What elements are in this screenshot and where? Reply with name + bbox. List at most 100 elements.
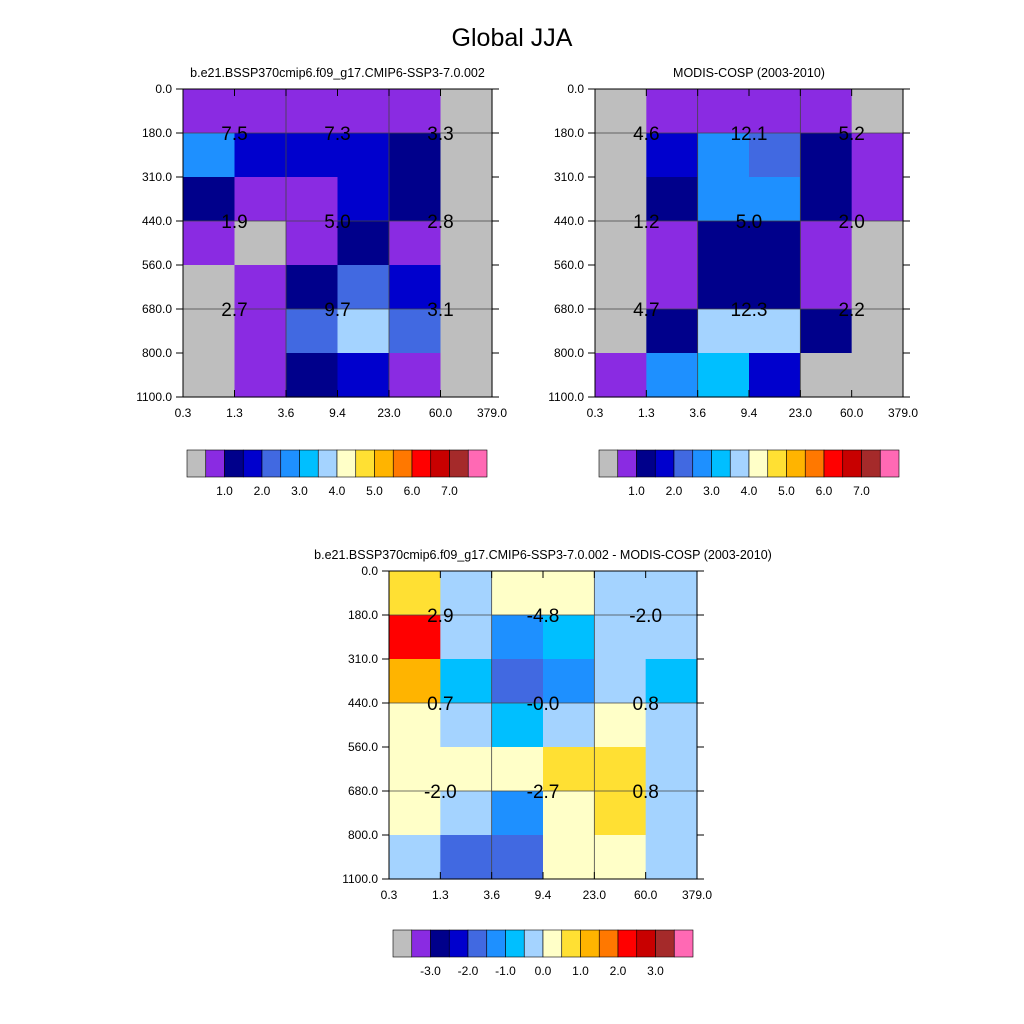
heatmap-cell (851, 353, 904, 398)
heatmap-cell (594, 659, 647, 704)
colorbar-swatch (861, 449, 881, 478)
colorbar-label: 6.0 (404, 484, 421, 498)
heatmap-cell (595, 353, 647, 398)
colorbar-swatch (280, 449, 300, 478)
x-tick-label: 1.3 (432, 888, 449, 902)
cell-value-label: 0.8 (632, 782, 658, 803)
colorbar-swatch (767, 449, 787, 478)
heatmap-cell (749, 133, 801, 178)
y-tick-label: 0.0 (155, 82, 172, 96)
heatmap-cell (286, 353, 339, 398)
colorbar-label: 6.0 (816, 484, 833, 498)
heatmap-cell (646, 133, 699, 178)
colorbar-swatch (411, 449, 432, 478)
cell-value-label: 12.3 (731, 300, 768, 321)
x-tick-label: 0.3 (587, 406, 604, 420)
heatmap-cell (594, 791, 647, 836)
x-tick-label: 3.6 (483, 888, 500, 902)
heatmap-cell (595, 221, 647, 266)
heatmap-cell (543, 659, 595, 704)
colorbar-label: 7.0 (441, 484, 458, 498)
cell-value-label: 7.3 (324, 124, 350, 145)
heatmap-cell (491, 659, 544, 704)
heatmap-cell (543, 615, 595, 660)
colorbar-swatch (655, 929, 675, 958)
heatmap-cell (491, 791, 544, 836)
heatmap-cell (697, 309, 750, 354)
cell-value-label: 9.7 (324, 300, 350, 321)
heatmap-cell (800, 353, 853, 398)
heatmap-cell (595, 265, 647, 310)
cell-value-label: 5.0 (736, 212, 762, 233)
heatmap-cell (491, 747, 544, 792)
heatmap-cell (440, 309, 493, 354)
x-tick-label: 23.0 (789, 406, 813, 420)
heatmap-cell (595, 309, 647, 354)
heatmap-cell (594, 571, 647, 616)
colorbar-swatch (449, 449, 469, 478)
cell-value-label: 0.8 (632, 694, 658, 715)
colorbar-swatch (467, 449, 488, 478)
colorbar: 1.0 2.0 3.0 4.0 5.0 6.0 7.0 (186, 449, 488, 498)
heatmap-cell (800, 89, 853, 134)
heatmap-cell (440, 133, 493, 178)
colorbar-swatch (486, 929, 506, 958)
heatmap-cell (389, 791, 441, 836)
heatmap-cell (851, 133, 904, 178)
heatmap-cell (337, 133, 390, 178)
cell-value-label: 7.5 (221, 124, 247, 145)
heatmap-cell (183, 353, 236, 398)
heatmap-cell (645, 747, 698, 792)
y-tick-label: 440.0 (348, 696, 378, 710)
heatmap-cell (337, 265, 390, 310)
x-tick-label: 60.0 (429, 406, 453, 420)
y-tick-label: 1100.0 (342, 872, 378, 886)
colorbar-label: 2.0 (666, 484, 683, 498)
heatmap-cell (594, 615, 647, 660)
y-tick-label: 0.0 (567, 82, 584, 96)
heatmap-cell (234, 309, 287, 354)
heatmap-cell (491, 615, 544, 660)
heatmap-cell (851, 221, 904, 266)
y-tick-label: 0.0 (361, 564, 378, 578)
cell-value-label: -0.0 (527, 694, 560, 715)
heatmap-cell (440, 221, 493, 266)
y-tick-label: 680.0 (348, 784, 378, 798)
heatmap-cell (800, 177, 853, 222)
colorbar-label: 1.0 (628, 484, 645, 498)
heatmap-cell (851, 309, 904, 354)
heatmap-cell (800, 265, 853, 310)
cell-value-label: 3.3 (427, 124, 453, 145)
colorbar-swatch (505, 929, 525, 958)
heatmap-cell (543, 703, 595, 748)
cell-value-label: 0.7 (427, 694, 453, 715)
colorbar-label: 3.0 (291, 484, 308, 498)
colorbar-swatch (355, 449, 375, 478)
colorbar-label: 5.0 (366, 484, 383, 498)
x-tick-label: 60.0 (840, 406, 864, 420)
heatmap-cell (337, 309, 390, 354)
y-tick-label: 310.0 (554, 170, 584, 184)
heatmap-cell (646, 177, 699, 222)
x-tick-label: 23.0 (583, 888, 607, 902)
cell-value-label: -2.7 (527, 782, 560, 803)
colorbar-label: 2.0 (254, 484, 271, 498)
colorbar-swatch (879, 449, 900, 478)
heatmap-cell (646, 309, 699, 354)
cell-value-label: 2.9 (427, 606, 453, 627)
cell-value-label: 5.2 (838, 124, 864, 145)
colorbar-swatch (636, 929, 656, 958)
cell-value-label: -2.0 (424, 782, 457, 803)
colorbar-label: 4.0 (741, 484, 758, 498)
heatmap-cell (543, 747, 595, 792)
x-tick-label: 60.0 (634, 888, 658, 902)
colorbar-label: 1.0 (572, 964, 589, 978)
colorbar-label: 2.0 (610, 964, 627, 978)
heatmap-cell (234, 89, 287, 134)
heatmap-cell (697, 353, 750, 398)
x-tick-label: 1.3 (226, 406, 243, 420)
heatmap-cell (440, 353, 493, 398)
y-tick-label: 560.0 (554, 258, 584, 272)
colorbar-swatch (430, 929, 450, 958)
figure-title: Global JJA (452, 24, 573, 52)
